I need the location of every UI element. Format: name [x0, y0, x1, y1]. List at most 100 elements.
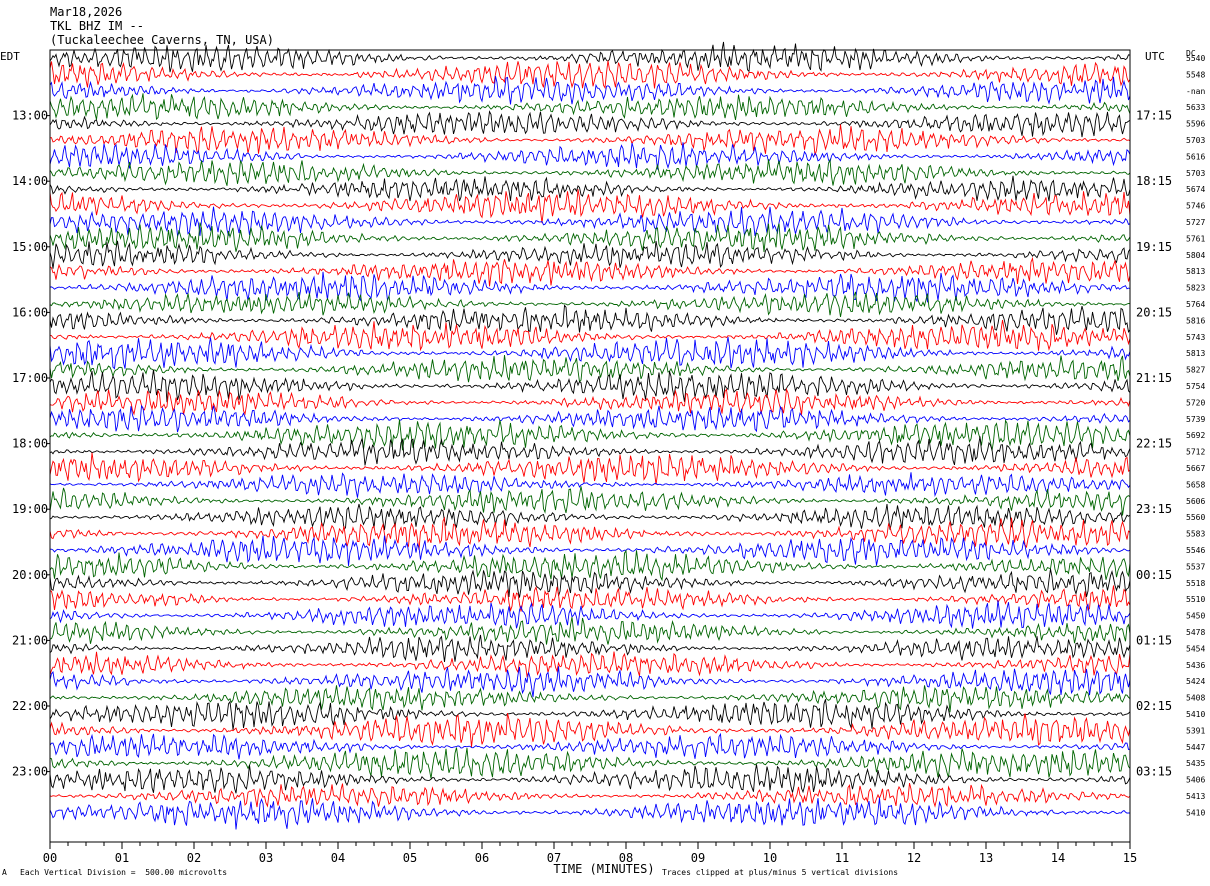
left-timezone-label: EDT	[0, 50, 20, 63]
dc-offset-label: 5813	[1186, 267, 1205, 276]
dc-offset-label: -nan	[1186, 87, 1205, 96]
seismic-trace	[49, 617, 1131, 645]
dc-offset-label: 5754	[1186, 382, 1205, 391]
x-tick-label: 14	[1051, 851, 1065, 865]
dc-offset-label: 5813	[1186, 349, 1205, 358]
seismic-trace	[49, 222, 1131, 253]
dc-offset-label: 5712	[1186, 448, 1205, 457]
left-time-label: 23:00	[12, 765, 48, 779]
seismic-trace	[49, 634, 1131, 663]
dc-offset-label: 5436	[1186, 661, 1205, 670]
location-label: (Tuckaleechee Caverns, TN, USA)	[50, 33, 274, 47]
dc-offset-label: 5410	[1186, 710, 1205, 719]
seismic-trace	[49, 666, 1131, 698]
dc-offset-label: 5410	[1186, 808, 1205, 817]
dc-offset-label: 5633	[1186, 103, 1205, 112]
x-tick-label: 15	[1123, 851, 1137, 865]
dc-offset-label: 5764	[1186, 300, 1205, 309]
dc-column-label: DC	[1186, 49, 1196, 58]
dc-offset-label: 5450	[1186, 612, 1205, 621]
seismic-trace	[49, 651, 1131, 678]
seismic-trace	[49, 387, 1131, 416]
right-time-label: 21:15	[1136, 371, 1172, 385]
seismic-trace	[49, 41, 1131, 73]
seismic-trace	[49, 782, 1131, 808]
dc-offset-label: 5746	[1186, 202, 1205, 211]
seismic-trace	[49, 516, 1131, 550]
scale-note: Each Vertical Division = 500.00 microvol…	[20, 868, 228, 877]
seismic-trace	[49, 797, 1131, 830]
seismic-trace	[49, 189, 1131, 224]
left-time-label: 14:00	[12, 174, 48, 188]
x-tick-label: 05	[403, 851, 417, 865]
dc-offset-label: 5823	[1186, 284, 1205, 293]
dc-offset-label: 5447	[1186, 743, 1205, 752]
seismic-trace	[49, 436, 1131, 466]
right-timezone-label: UTC	[1145, 50, 1165, 63]
right-time-label: 03:15	[1136, 765, 1172, 779]
dc-offset-label: 5596	[1186, 120, 1205, 129]
dc-offset-label: 5667	[1186, 464, 1205, 473]
x-tick-label: 02	[187, 851, 201, 865]
seismic-trace	[49, 503, 1131, 531]
left-time-label: 16:00	[12, 305, 48, 319]
seismic-trace	[49, 256, 1131, 287]
seismic-trace	[49, 271, 1131, 303]
seismic-trace	[49, 158, 1131, 186]
dc-offset-label: 5548	[1186, 70, 1205, 79]
seismic-trace	[49, 568, 1131, 598]
x-tick-label: 08	[619, 851, 633, 865]
dc-offset-label: 5827	[1186, 366, 1205, 375]
dc-offset-label: 5743	[1186, 333, 1205, 342]
x-tick-label: 10	[763, 851, 777, 865]
right-time-label: 23:15	[1136, 502, 1172, 516]
dc-offset-label: 5478	[1186, 628, 1205, 637]
dc-offset-label: 5413	[1186, 792, 1205, 801]
seismic-trace	[49, 549, 1131, 582]
seismic-trace	[49, 93, 1131, 121]
seismic-trace	[49, 75, 1131, 105]
seismic-trace	[49, 124, 1131, 156]
axes-group: 5540 5548 -nan 5633 5596 5703 5616 5703 5674 5746…	[12, 54, 1205, 876]
seismic-trace	[49, 699, 1131, 730]
dc-offset-label: 5727	[1186, 218, 1205, 227]
seismic-trace	[49, 142, 1131, 170]
dc-offset-label: 5761	[1186, 234, 1205, 243]
seismic-trace	[50, 319, 1131, 352]
seismic-trace	[49, 404, 1131, 433]
seismic-trace	[49, 585, 1131, 613]
right-time-label: 00:15	[1136, 568, 1172, 582]
x-tick-label: 06	[475, 851, 489, 865]
left-time-label: 18:00	[12, 437, 48, 451]
seismic-trace	[49, 369, 1131, 403]
seismic-trace	[49, 732, 1131, 760]
dc-offset-label: 5510	[1186, 595, 1205, 604]
dc-offset-label: 5518	[1186, 579, 1205, 588]
right-time-label: 18:15	[1136, 174, 1172, 188]
x-tick-label: 01	[115, 851, 129, 865]
left-time-label: 13:00	[12, 109, 48, 123]
dc-offset-label: 5391	[1186, 726, 1205, 735]
dc-offset-label: 5606	[1186, 497, 1205, 506]
left-time-label: 19:00	[12, 502, 48, 516]
seismic-trace	[49, 206, 1131, 237]
seismic-trace	[49, 419, 1131, 451]
left-time-label: 20:00	[12, 568, 48, 582]
seismic-trace	[50, 535, 1131, 566]
right-time-label: 22:15	[1136, 437, 1172, 451]
x-tick-label: 11	[835, 851, 849, 865]
seismic-trace	[49, 60, 1131, 90]
x-tick-label: 09	[691, 851, 705, 865]
station-label: TKL BHZ IM --	[50, 19, 144, 33]
x-axis-title: TIME (MINUTES)	[553, 862, 654, 876]
right-time-label: 19:15	[1136, 240, 1172, 254]
seismic-trace	[49, 175, 1131, 202]
seismic-trace	[49, 452, 1131, 485]
right-time-label: 02:15	[1136, 699, 1172, 713]
seismic-trace	[49, 354, 1131, 383]
seismic-trace	[49, 472, 1131, 498]
seismic-trace	[49, 486, 1131, 516]
dc-offset-label: 5703	[1186, 169, 1205, 178]
dc-offset-label: 5658	[1186, 480, 1205, 489]
